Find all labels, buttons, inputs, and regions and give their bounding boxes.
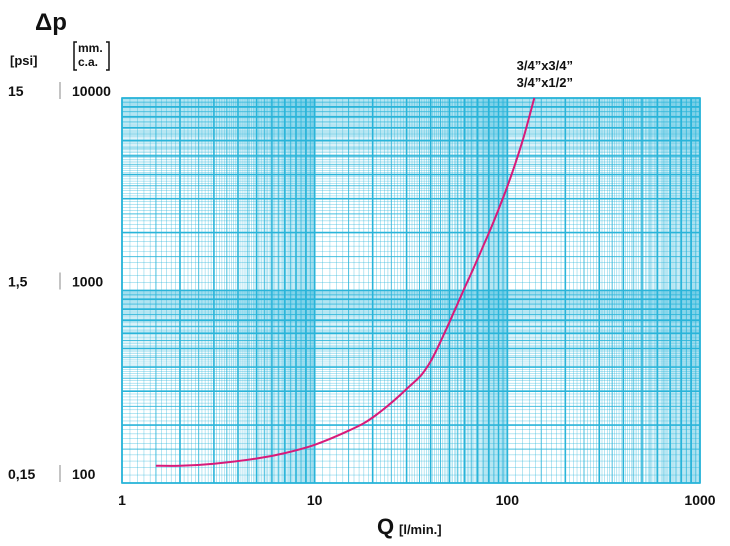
plot-border (121, 97, 701, 484)
y-tick-labels: 15 10000 1,5 1000 0,15 100 (8, 82, 111, 482)
x-tick-label: 1 (118, 492, 126, 508)
y-unit-bracket-right (106, 41, 110, 71)
x-tick-labels: 1 10 100 1000 (118, 492, 716, 508)
y-tick-label-mmca: 10000 (72, 83, 111, 99)
y-tick-label-mmca: 1000 (72, 274, 103, 290)
y-tick-label-psi: 15 (8, 83, 24, 99)
y-tick-label-psi: 0,15 (8, 466, 35, 482)
x-tick-label: 1000 (684, 492, 715, 508)
y-tick-label-mmca: 100 (72, 466, 96, 482)
y-tick-label-psi: 1,5 (8, 274, 28, 290)
y-axis-title: Δp (35, 9, 67, 36)
chart-grid (121, 97, 701, 484)
chart-series (155, 97, 536, 467)
x-tick-label: 100 (496, 492, 520, 508)
series-label-1: 3/4”x3/4” (517, 58, 573, 73)
y-unit-mmca-top: mm. (78, 41, 103, 55)
y-unit-bracket-left (73, 41, 77, 71)
series-line (155, 97, 536, 467)
y-unit-psi: [psi] (10, 53, 37, 68)
y-unit-mmca-bottom: c.a. (78, 55, 98, 69)
x-axis-unit: [l/min.] (399, 522, 442, 537)
series-label-2: 3/4”x1/2” (517, 75, 573, 90)
x-tick-label: 10 (307, 492, 323, 508)
x-axis-title: Q (377, 514, 394, 539)
